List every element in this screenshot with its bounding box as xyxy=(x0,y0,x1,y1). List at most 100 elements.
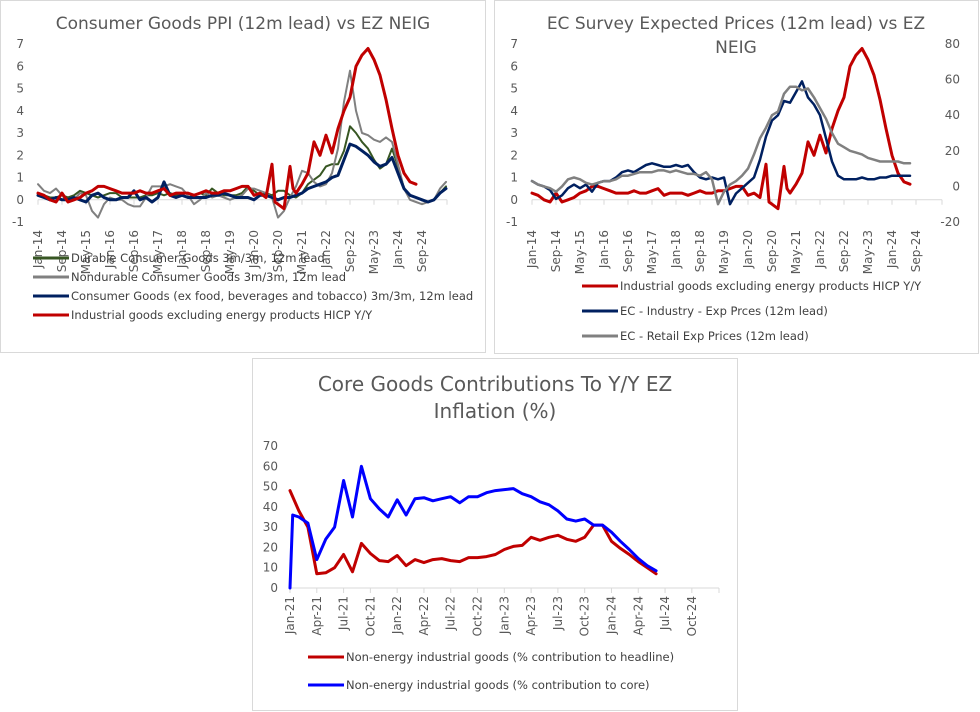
x-tick-label: Oct-22 xyxy=(471,596,485,636)
y-tick-label: -1 xyxy=(506,215,518,229)
y-tick-label: 2 xyxy=(510,148,518,162)
x-tick-label: Jul-22 xyxy=(444,596,458,631)
y-tick-label: 5 xyxy=(16,82,24,96)
series-line xyxy=(37,69,447,219)
x-tick-label: Jan-14 xyxy=(525,230,539,269)
x-tick-label: Jul-24 xyxy=(658,596,672,631)
x-tick-label: Jan-22 xyxy=(390,596,404,635)
y-tick-label: 2 xyxy=(16,148,24,162)
chart-panel-core-goods-contributions xyxy=(252,358,738,711)
y2-tick-label: 80 xyxy=(945,37,960,51)
y-tick-label: 50 xyxy=(263,480,278,494)
y-tick-label: 10 xyxy=(263,561,278,575)
x-tick-label: May-23 xyxy=(367,230,381,274)
x-tick-label: Jan-24 xyxy=(604,596,618,635)
x-tick-label: Jan-18 xyxy=(669,230,683,269)
x-tick-label: Sep-18 xyxy=(199,230,213,272)
x-tick-label: Sep-22 xyxy=(837,230,851,272)
x-tick-label: Jan-21 xyxy=(283,596,297,635)
legend-label: Non-energy industrial goods (% contribut… xyxy=(346,678,650,692)
y-tick-label: 7 xyxy=(510,37,518,51)
x-tick-label: Sep-16 xyxy=(127,230,141,272)
y-tick-label: 0 xyxy=(270,581,278,595)
legend-label: EC - Retail Exp Prices (12m lead) xyxy=(620,329,809,343)
y-tick-label: 60 xyxy=(263,459,278,473)
series-line xyxy=(288,464,658,590)
legend-label: Non-energy industrial goods (% contribut… xyxy=(346,650,674,664)
x-tick-label: Jan-20 xyxy=(741,230,755,269)
chart-title-line1: Core Goods Contributions To Y/Y EZ xyxy=(318,372,672,396)
x-tick-label: Sep-22 xyxy=(343,230,357,272)
x-tick-label: May-19 xyxy=(223,230,237,274)
chart-title-line2: NEIG xyxy=(715,38,757,58)
x-tick-label: Sep-24 xyxy=(909,230,923,272)
x-tick-label: Jan-16 xyxy=(597,230,611,269)
y-tick-label: 6 xyxy=(510,59,518,73)
series-line xyxy=(36,142,448,204)
series-line xyxy=(36,47,418,211)
x-tick-label: Apr-22 xyxy=(417,596,431,636)
x-tick-label: Oct-23 xyxy=(578,596,592,636)
x-tick-label: May-15 xyxy=(79,230,93,274)
legend-label: Nondurable Consumer Goods 3m/3m, 12m lea… xyxy=(71,270,346,284)
y-tick-label: 0 xyxy=(16,193,24,207)
y2-tick-label: 60 xyxy=(945,73,960,87)
x-tick-label: Jul-23 xyxy=(551,596,565,631)
x-tick-label: Jul-21 xyxy=(337,596,351,631)
y-tick-label: -1 xyxy=(12,215,24,229)
y-tick-label: 4 xyxy=(510,104,518,118)
x-tick-label: Jan-23 xyxy=(497,596,511,635)
legend-label: Consumer Goods (ex food, beverages and t… xyxy=(71,289,473,303)
x-tick-label: Jan-24 xyxy=(391,230,405,269)
x-tick-label: May-21 xyxy=(789,230,803,274)
x-tick-label: Jan-16 xyxy=(103,230,117,269)
x-tick-label: Jan-24 xyxy=(885,230,899,269)
x-tick-label: Oct-21 xyxy=(363,596,377,636)
y-tick-label: 1 xyxy=(16,171,24,185)
legend-label: Industrial goods excluding energy produc… xyxy=(620,279,922,293)
x-tick-label: Jan-14 xyxy=(31,230,45,269)
y-tick-label: 6 xyxy=(16,59,24,73)
x-tick-label: Jan-18 xyxy=(175,230,189,269)
y2-tick-label: -20 xyxy=(940,215,960,229)
y-tick-label: 1 xyxy=(510,171,518,185)
x-tick-label: Apr-23 xyxy=(524,596,538,636)
x-tick-label: May-15 xyxy=(573,230,587,274)
x-tick-label: Sep-14 xyxy=(55,230,69,272)
y-tick-label: 70 xyxy=(263,439,278,453)
x-tick-label: Oct-24 xyxy=(685,596,699,636)
x-tick-label: Sep-18 xyxy=(693,230,707,272)
x-tick-label: Sep-14 xyxy=(549,230,563,272)
x-tick-label: May-21 xyxy=(295,230,309,274)
x-tick-label: Sep-24 xyxy=(415,230,429,272)
x-tick-label: May-19 xyxy=(717,230,731,274)
x-tick-label: Jan-22 xyxy=(319,230,333,269)
series-line xyxy=(530,80,912,206)
y-tick-label: 3 xyxy=(510,126,518,140)
y-tick-label: 30 xyxy=(263,520,278,534)
y2-tick-label: 40 xyxy=(945,108,960,122)
y-tick-label: 4 xyxy=(16,104,24,118)
x-tick-label: May-17 xyxy=(151,230,165,274)
x-tick-label: Jan-20 xyxy=(247,230,261,269)
series-line xyxy=(530,85,912,206)
x-tick-label: May-23 xyxy=(861,230,875,274)
chart-title: Consumer Goods PPI (12m lead) vs EZ NEIG xyxy=(56,14,430,34)
y-tick-label: 0 xyxy=(510,193,518,207)
y-tick-label: 7 xyxy=(16,37,24,51)
x-tick-label: Apr-21 xyxy=(310,596,324,636)
chart-title-line1: EC Survey Expected Prices (12m lead) vs … xyxy=(547,14,925,34)
y-tick-label: 3 xyxy=(16,126,24,140)
x-tick-label: Apr-24 xyxy=(631,596,645,636)
x-tick-label: Sep-20 xyxy=(765,230,779,272)
y-tick-label: 20 xyxy=(263,540,278,554)
chart-title-line2: Inflation (%) xyxy=(434,399,557,423)
y-tick-label: 5 xyxy=(510,82,518,96)
x-tick-label: Sep-16 xyxy=(621,230,635,272)
x-tick-label: Jan-22 xyxy=(813,230,827,269)
y2-tick-label: 0 xyxy=(952,179,960,193)
x-tick-label: May-17 xyxy=(645,230,659,274)
x-tick-label: Sep-20 xyxy=(271,230,285,272)
y2-tick-label: 20 xyxy=(945,144,960,158)
